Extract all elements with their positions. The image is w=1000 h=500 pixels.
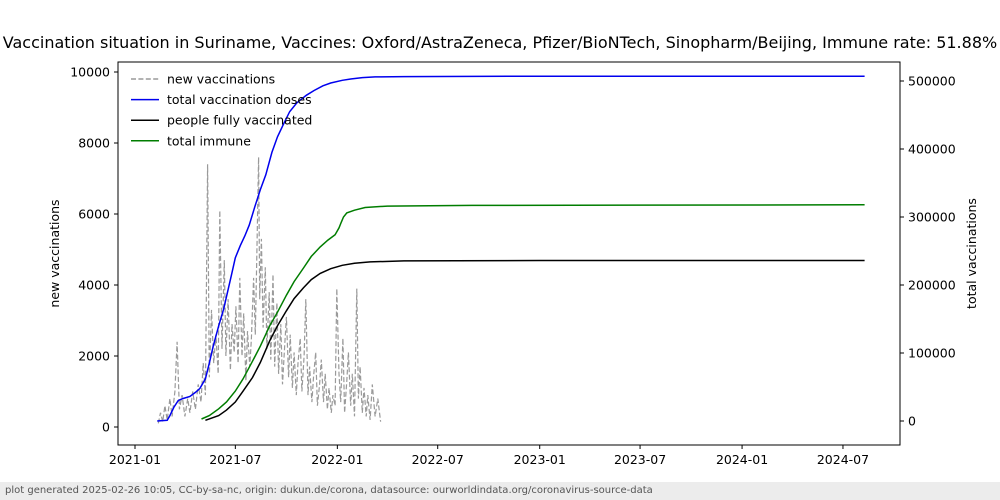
series-people-fully-vaccinated	[205, 259, 865, 422]
x-tick-label: 2024-01	[716, 452, 768, 467]
legend-item: new vaccinations	[131, 72, 275, 87]
legend-label: new vaccinations	[167, 72, 275, 87]
left-tick-label: 0	[102, 420, 110, 435]
legend-item: total immune	[131, 133, 251, 148]
series-total-immune	[201, 204, 865, 420]
x-tick-label: 2022-01	[311, 452, 363, 467]
legend-label: total vaccination doses	[167, 92, 312, 107]
axis-labels: new vaccinations total vaccinations	[47, 198, 979, 309]
left-tick-label: 6000	[78, 207, 110, 222]
x-tick-label: 2022-07	[412, 452, 464, 467]
right-tick-label: 200000	[908, 278, 956, 293]
axis-ticks: 0200040006000800010000010000020000030000…	[70, 65, 956, 468]
legend-item: people fully vaccinated	[131, 113, 312, 128]
right-tick-label: 100000	[908, 346, 956, 361]
left-tick-label: 8000	[78, 136, 110, 151]
right-tick-label: 300000	[908, 210, 956, 225]
series-lines	[157, 75, 865, 424]
x-tick-label: 2021-07	[209, 452, 261, 467]
series-total-vaccination-doses	[157, 75, 865, 422]
legend-label: people fully vaccinated	[167, 113, 312, 128]
x-tick-label: 2021-01	[109, 452, 161, 467]
chart-title: Vaccination situation in Suriname, Vacci…	[2, 33, 998, 52]
left-tick-label: 10000	[70, 65, 110, 80]
legend: new vaccinations total vaccination doses p…	[131, 72, 312, 148]
legend-item: total vaccination doses	[131, 92, 312, 107]
x-tick-label: 2024-07	[817, 452, 869, 467]
y-right-axis-label: total vaccinations	[964, 198, 979, 309]
right-tick-label: 0	[908, 414, 916, 429]
x-tick-label: 2023-07	[614, 452, 666, 467]
right-tick-label: 400000	[908, 142, 956, 157]
left-tick-label: 2000	[78, 349, 110, 364]
axes-frame	[117, 61, 901, 446]
plot-area: 0200040006000800010000010000020000030000…	[47, 61, 979, 468]
plot-frame	[117, 61, 901, 446]
right-tick-label: 500000	[908, 74, 956, 89]
legend-label: total immune	[167, 133, 251, 148]
footer-credit: plot generated 2025-02-26 10:05, CC-by-s…	[0, 482, 1000, 500]
x-tick-label: 2023-01	[514, 452, 566, 467]
left-tick-label: 4000	[78, 278, 110, 293]
series-new-vaccinations	[157, 157, 382, 424]
y-left-axis-label: new vaccinations	[47, 199, 62, 307]
